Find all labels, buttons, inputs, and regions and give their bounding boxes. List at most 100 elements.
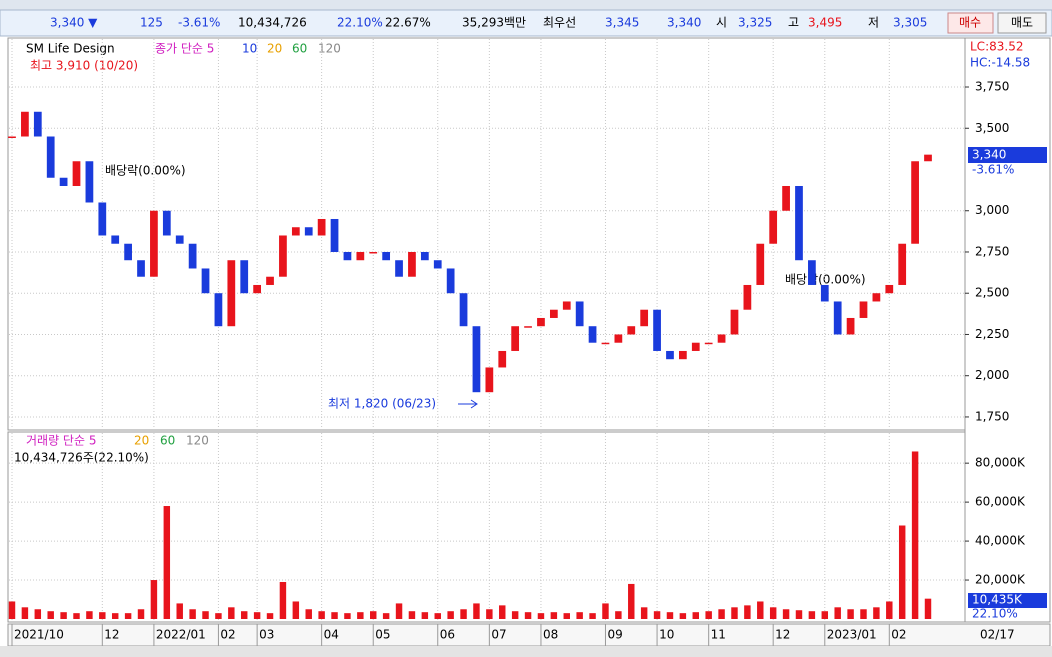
candle xyxy=(627,326,636,335)
candle xyxy=(524,326,532,328)
volume: 10,434,726 xyxy=(238,16,307,30)
volume-bar xyxy=(886,601,893,619)
candle xyxy=(511,326,520,351)
volume-bar xyxy=(537,613,545,619)
y-tick-label: 1,750 xyxy=(975,409,1009,423)
y-tick-label: 2,750 xyxy=(975,244,1009,258)
candle xyxy=(21,111,29,137)
candle xyxy=(833,301,842,335)
candle xyxy=(369,251,378,254)
volume-legend: 60 xyxy=(160,434,175,448)
candle xyxy=(717,334,726,343)
candle xyxy=(72,161,81,186)
turnover: 22.10% xyxy=(337,16,383,30)
volume-bar xyxy=(486,609,493,619)
low-note: 최저 1,820 (06/23) xyxy=(328,397,436,411)
volume-bar xyxy=(782,609,790,619)
open-label: 시 xyxy=(716,16,727,30)
x-tick-label: 07 xyxy=(491,628,506,642)
volume-bar xyxy=(473,603,480,619)
y-tick-label: 2,500 xyxy=(975,286,1009,300)
volume-bar xyxy=(615,611,622,619)
volume-bar xyxy=(8,601,16,619)
candle xyxy=(279,235,287,277)
volume-bar xyxy=(679,613,687,619)
candle xyxy=(885,284,894,294)
volume-bar xyxy=(447,611,454,619)
ma-legend: 10 xyxy=(242,42,257,56)
ma-legend: 120 xyxy=(318,42,341,56)
buy-button[interactable] xyxy=(947,12,994,34)
volume-bar xyxy=(744,605,751,619)
buy-label[interactable]: 매수 xyxy=(959,16,981,30)
y-tick-label: 40,000K xyxy=(975,534,1026,548)
candle xyxy=(769,210,778,244)
info-bar xyxy=(0,9,1052,37)
volume-bar xyxy=(357,612,364,619)
bid: 3,340 xyxy=(667,16,701,30)
candle xyxy=(795,185,803,261)
x-tick-label: 12 xyxy=(104,628,119,642)
y-tick-label: 3,750 xyxy=(975,80,1009,94)
candle xyxy=(420,251,429,261)
candle xyxy=(253,284,261,294)
x-tick-label: 2021/10 xyxy=(14,628,64,642)
x-tick-label: 05 xyxy=(375,628,390,642)
change-pct: -3.61% xyxy=(178,16,220,30)
volume-bar xyxy=(511,611,519,619)
dividend-note: 배당락(0.00%) xyxy=(785,273,866,287)
volume-bar xyxy=(692,612,699,619)
volume-bar xyxy=(331,612,338,619)
sell-button[interactable] xyxy=(997,12,1047,34)
volume-bar xyxy=(137,609,145,619)
x-tick-label: 03 xyxy=(259,628,274,642)
volume-bar xyxy=(640,607,648,619)
x-tick-label: 2023/01 xyxy=(827,628,877,642)
last-date: 02/17 xyxy=(980,628,1015,642)
candle xyxy=(679,350,687,360)
candle xyxy=(227,260,236,327)
y-tick-label: 3,500 xyxy=(975,121,1009,135)
candle xyxy=(859,301,868,318)
volume-bar xyxy=(241,611,248,619)
volume-bar xyxy=(21,607,29,619)
volume-note: 10,434,726주(22.10%) xyxy=(14,451,149,465)
volume-bar xyxy=(150,580,158,619)
high: 3,495 xyxy=(808,16,842,30)
volume-bar xyxy=(924,598,932,619)
candle xyxy=(46,136,55,178)
x-tick-label: 2022/01 xyxy=(156,628,206,642)
sell-label[interactable]: 매도 xyxy=(1011,16,1033,30)
candle xyxy=(846,317,855,335)
high-note: 최고 3,910 (10/20) xyxy=(30,59,138,73)
x-tick-label: 08 xyxy=(543,628,558,642)
volume-bar xyxy=(228,607,235,619)
candle xyxy=(743,284,752,310)
volume-bar xyxy=(602,603,609,619)
volume-bar xyxy=(253,612,261,619)
candle xyxy=(472,326,481,393)
candle xyxy=(59,177,68,186)
candle xyxy=(214,293,223,327)
candle xyxy=(8,136,16,139)
volume-bar xyxy=(189,609,196,619)
volume-bar xyxy=(769,607,777,619)
volume-bar xyxy=(550,612,558,619)
candle xyxy=(175,235,184,244)
last-price-box xyxy=(968,147,1047,163)
low-arrow xyxy=(458,399,478,409)
last-pct: -3.61% xyxy=(972,163,1014,177)
y-tick-label: 2,250 xyxy=(975,327,1009,341)
volume-bar xyxy=(821,611,829,619)
volume-bar xyxy=(279,581,287,619)
candle xyxy=(124,243,132,261)
candle xyxy=(485,367,494,393)
candle xyxy=(98,202,107,236)
volume-bar xyxy=(460,609,467,619)
volume-bar xyxy=(718,609,725,619)
ma-legend: 20 xyxy=(267,42,282,56)
scrollbar xyxy=(0,646,1052,657)
y-tick-label: 60,000K xyxy=(975,495,1026,509)
right-axis xyxy=(964,37,1051,623)
volume-bar xyxy=(808,611,816,619)
